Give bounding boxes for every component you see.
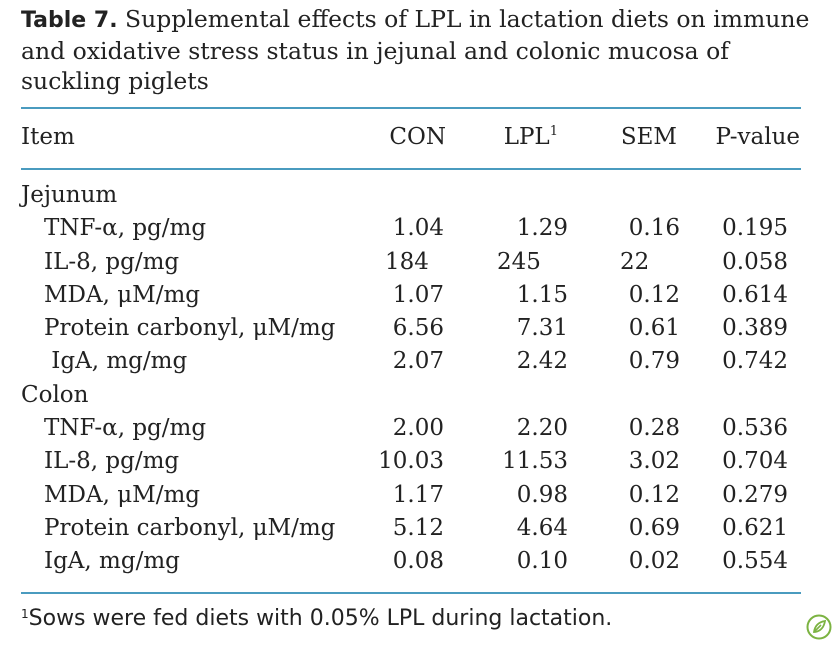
cell-con: 5.12	[392, 515, 444, 541]
cell-sem: 0.12	[628, 482, 680, 508]
cell-p-value: 0.389	[722, 315, 788, 341]
header-con: CON	[389, 124, 446, 150]
cell-lpl: 2.20	[516, 415, 568, 441]
section-heading-jejunum: Jejunum	[0, 179, 840, 212]
row-item: IL-8, pg/mg	[44, 448, 180, 474]
bottom-rule	[21, 592, 801, 594]
row-item: TNF-α, pg/mg	[44, 415, 207, 441]
cell-lpl: 0.98	[516, 482, 568, 508]
header-lpl-footnote-mark: 1	[549, 124, 558, 139]
footnote-text: Sows were fed diets with 0.05% LPL durin…	[28, 606, 613, 631]
cell-p-value: 0.742	[722, 348, 788, 374]
table-footnote: 1Sows were fed diets with 0.05% LPL duri…	[21, 604, 612, 634]
row-item: IL-8, pg/mg	[44, 249, 180, 275]
cell-lpl: 2.42	[516, 348, 568, 374]
cell-con: 1.04	[392, 215, 444, 241]
cell-con: 2.07	[392, 348, 444, 374]
row-item: MDA, μM/mg	[44, 482, 201, 508]
cell-p-value: 0.279	[722, 482, 788, 508]
header-lpl: LPL1	[504, 121, 558, 154]
header-rule	[21, 168, 801, 170]
row-item: MDA, μM/mg	[44, 282, 201, 308]
cell-sem: 0.61	[628, 315, 680, 341]
table-row: MDA, μM/mg 1.07 1.15 0.12 0.614	[0, 279, 840, 312]
top-rule	[21, 107, 801, 109]
cell-p-value: 0.536	[722, 415, 788, 441]
cell-sem: 0.02	[628, 548, 680, 574]
table-row: TNF-α, pg/mg 1.04 1.29 0.16 0.195	[0, 212, 840, 245]
table-row: MDA, μM/mg 1.17 0.98 0.12 0.279	[0, 479, 840, 512]
section-heading-colon: Colon	[0, 379, 840, 412]
row-item: Protein carbonyl, μM/mg	[44, 315, 336, 341]
cell-con: 1.07	[392, 282, 444, 308]
cell-con: 1.17	[392, 482, 444, 508]
cell-lpl: 4.64	[516, 515, 568, 541]
cell-p-value: 0.554	[722, 548, 788, 574]
leaf-logo-icon	[806, 614, 832, 640]
cell-sem: 0.16	[628, 215, 680, 241]
footnote-mark: 1	[21, 607, 29, 621]
section-label: Colon	[21, 382, 89, 408]
table-header: Item CON LPL1 SEM P-value	[0, 121, 840, 154]
table-row: Protein carbonyl, μM/mg 6.56 7.31 0.61 0…	[0, 312, 840, 345]
cell-con: 2.00	[392, 415, 444, 441]
cell-p-value: 0.614	[722, 282, 788, 308]
table-label: Table 7.	[21, 8, 118, 33]
row-item: IgA, mg/mg	[44, 348, 188, 374]
cell-sem: 0.12	[628, 282, 680, 308]
cell-con: 10.03	[378, 448, 444, 474]
cell-con: 0.08	[392, 548, 444, 574]
cell-sem: 0.28	[628, 415, 680, 441]
table-row: TNF-α, pg/mg 2.00 2.20 0.28 0.536	[0, 412, 840, 445]
row-item: IgA, mg/mg	[44, 548, 180, 574]
table-row: Protein carbonyl, μM/mg 5.12 4.64 0.69 0…	[0, 512, 840, 545]
table-row: IgA, mg/mg 0.08 0.10 0.02 0.554	[0, 545, 840, 578]
row-item: TNF-α, pg/mg	[44, 215, 207, 241]
header-p-value: P-value	[715, 124, 800, 150]
header-sem: SEM	[620, 124, 677, 150]
cell-p-value: 0.058	[722, 249, 788, 275]
cell-con: 6.56	[392, 315, 444, 341]
cell-lpl: 1.15	[516, 282, 568, 308]
header-item: Item	[21, 124, 75, 150]
table-caption: Table 7. Supplemental effects of LPL in …	[21, 4, 811, 96]
cell-p-value: 0.195	[722, 215, 788, 241]
cell-sem: 0.79	[628, 348, 680, 374]
cell-lpl: 0.10	[516, 548, 568, 574]
section-label: Jejunum	[21, 182, 118, 208]
cell-lpl: 1.29	[516, 215, 568, 241]
cell-con: 184	[385, 249, 429, 275]
header-lpl-text: LPL	[503, 124, 550, 150]
cell-p-value: 0.704	[722, 448, 788, 474]
cell-sem: 3.02	[628, 448, 680, 474]
cell-p-value: 0.621	[722, 515, 788, 541]
cell-lpl: 245	[497, 249, 541, 275]
cell-sem: 22	[620, 249, 650, 275]
table-row: IgA, mg/mg 2.07 2.42 0.79 0.742	[0, 345, 840, 378]
cell-lpl: 7.31	[516, 315, 568, 341]
table-row: IL-8, pg/mg 10.03 11.53 3.02 0.704	[0, 445, 840, 478]
row-item: Protein carbonyl, μM/mg	[44, 515, 336, 541]
cell-sem: 0.69	[628, 515, 680, 541]
table-title: Supplemental effects of LPL in lactation…	[21, 5, 810, 95]
table-row: IL-8, pg/mg 184 245 22 0.058	[0, 246, 840, 279]
cell-lpl: 11.53	[502, 448, 568, 474]
